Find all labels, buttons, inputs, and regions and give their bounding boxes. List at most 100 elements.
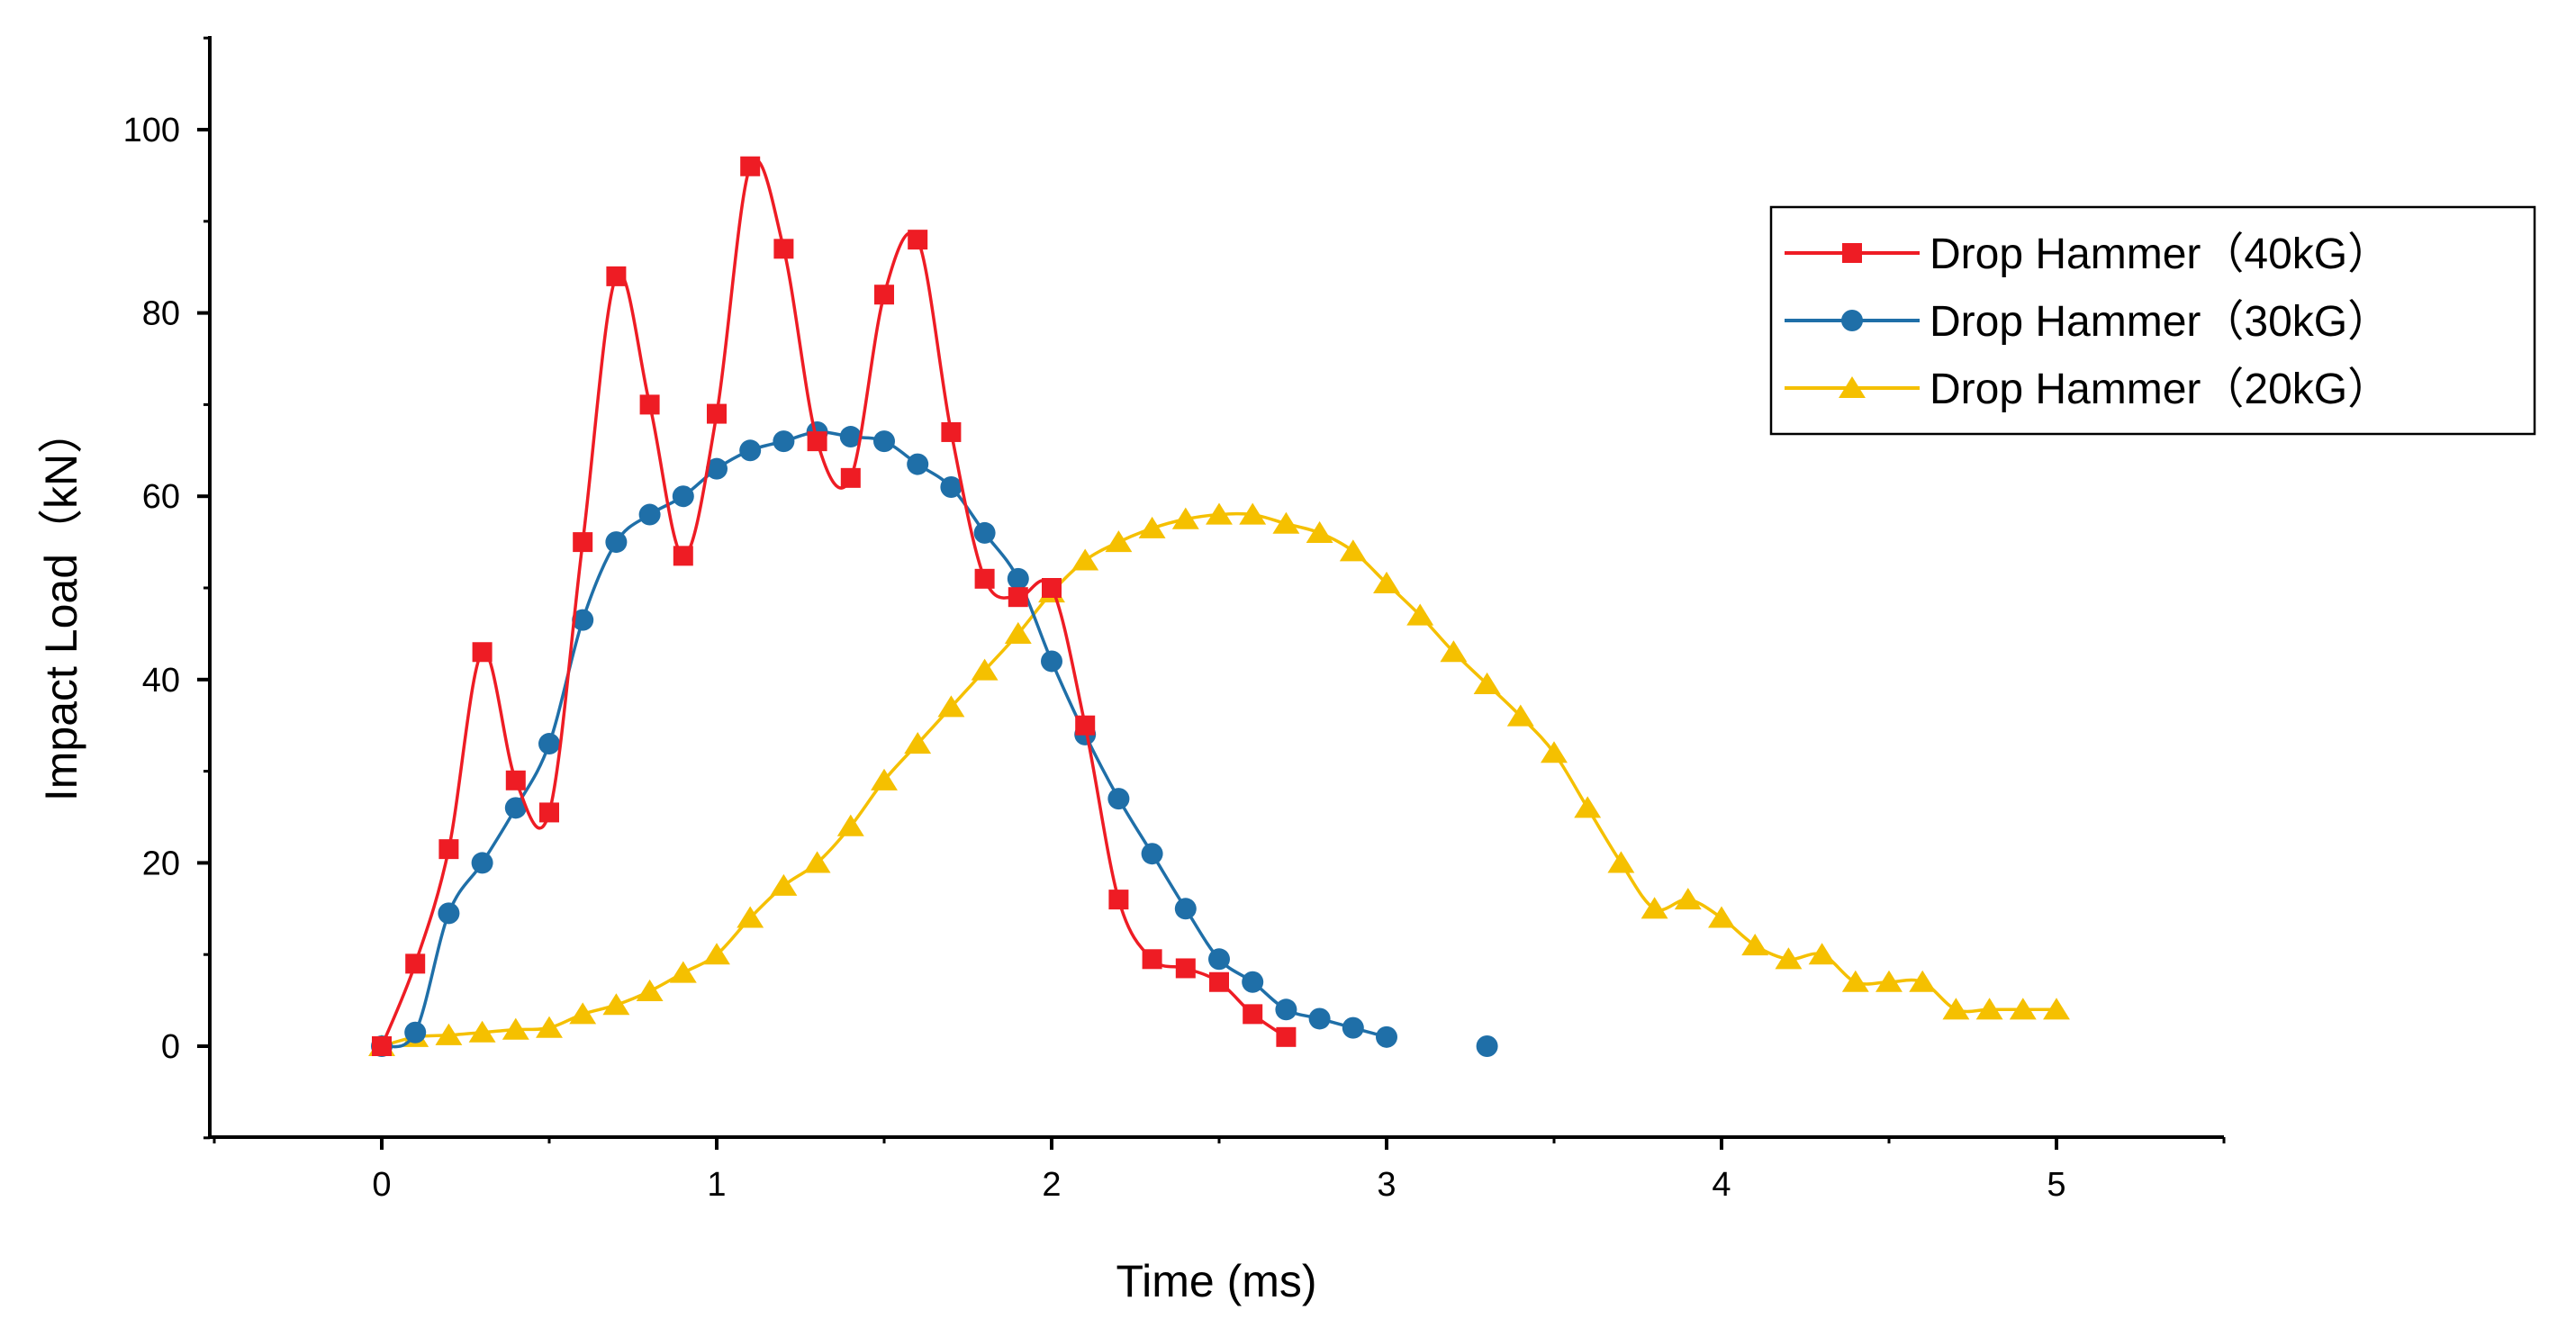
data-point [1239,502,1267,525]
data-point [602,993,630,1016]
data-point [1942,998,1970,1020]
data-point [739,439,762,462]
data-point [2043,998,2070,1020]
data-point [1242,971,1264,993]
data-point [773,239,794,259]
data-point [874,285,894,305]
data-point [372,1036,392,1056]
data-point [770,873,798,896]
data-point [1440,640,1468,663]
data-point [1541,741,1568,763]
data-point [639,394,660,415]
legend: Drop Hammer（40kG） Drop Hammer（30kG） Drop H… [1769,205,2536,436]
x-axis-title: Time (ms) [1116,1256,1316,1306]
data-point [1209,971,1229,992]
data-point [1342,1016,1364,1039]
data-point [940,476,963,499]
data-point [1841,970,1869,992]
legend-label: Drop Hammer（20kG） [1930,366,2391,413]
legend-label: Drop Hammer（30kG） [1930,298,2391,346]
data-point [606,266,627,286]
data-point [504,797,527,819]
series-line [381,430,1387,1049]
data-point [669,961,697,983]
data-point [1674,888,1702,910]
data-point [1775,947,1803,970]
data-point [1042,578,1062,598]
series-1 [371,420,1498,1057]
data-point [1138,516,1166,538]
data-point [1607,851,1635,873]
data-point [1142,949,1162,970]
y-tick-label: 20 [142,845,180,882]
data-point [539,802,559,823]
data-point [803,851,831,873]
legend-marker [1842,243,1862,263]
data-point [1808,943,1836,965]
data-point [435,1023,463,1045]
x-tick-label: 3 [1377,1166,1396,1204]
data-point [1306,520,1333,543]
data-point [1175,958,1196,979]
data-point [1071,548,1099,571]
data-point [405,953,426,974]
data-point [737,906,764,928]
data-point [438,902,460,925]
data-point [569,1002,597,1025]
data-point [1741,934,1769,956]
y-tick-label: 60 [142,478,180,516]
data-point [973,521,996,544]
data-point [904,732,932,754]
data-point [840,467,861,488]
data-point [1004,621,1032,644]
data-point [536,1016,563,1038]
data-point [605,531,628,554]
x-tick-label: 0 [372,1166,391,1204]
data-point [937,695,965,718]
data-point [636,979,664,1001]
y-tick-label: 40 [142,662,180,700]
data-point [707,403,727,424]
series-0 [372,156,1297,1056]
data-point [908,230,928,250]
data-point [974,568,995,589]
y-axis-title: Impact Load（kN） [36,409,86,801]
data-point [2009,998,2037,1020]
data-point [873,430,895,453]
data-point [1208,948,1230,971]
data-point [706,457,728,480]
data-point [1171,507,1199,529]
data-point [1206,502,1233,525]
data-point [1174,898,1197,920]
data-point [941,421,962,442]
data-point [839,426,862,448]
data-point [1243,1004,1263,1025]
data-point [1008,587,1028,608]
data-point [404,1021,427,1043]
y-tick-label: 80 [142,295,180,333]
data-point [907,453,929,475]
data-point [1975,998,2003,1020]
data-point [1108,890,1129,910]
data-point [1506,704,1534,727]
data-point [807,431,827,452]
data-point [1107,788,1130,810]
data-point [1473,672,1501,694]
data-point [472,642,493,663]
data-point [1406,603,1434,626]
data-point [505,770,526,790]
data-point [672,485,694,508]
data-point [1574,796,1602,818]
data-point [638,503,661,526]
data-point [1376,1025,1397,1048]
y-tick-label: 0 [161,1028,180,1066]
data-point [1339,539,1367,562]
data-point [703,943,730,965]
data-point [1007,567,1029,590]
data-point [1373,571,1400,593]
data-point [538,733,560,755]
data-point [1909,970,1937,992]
x-tick-label: 2 [1042,1166,1061,1204]
data-point [836,814,864,836]
